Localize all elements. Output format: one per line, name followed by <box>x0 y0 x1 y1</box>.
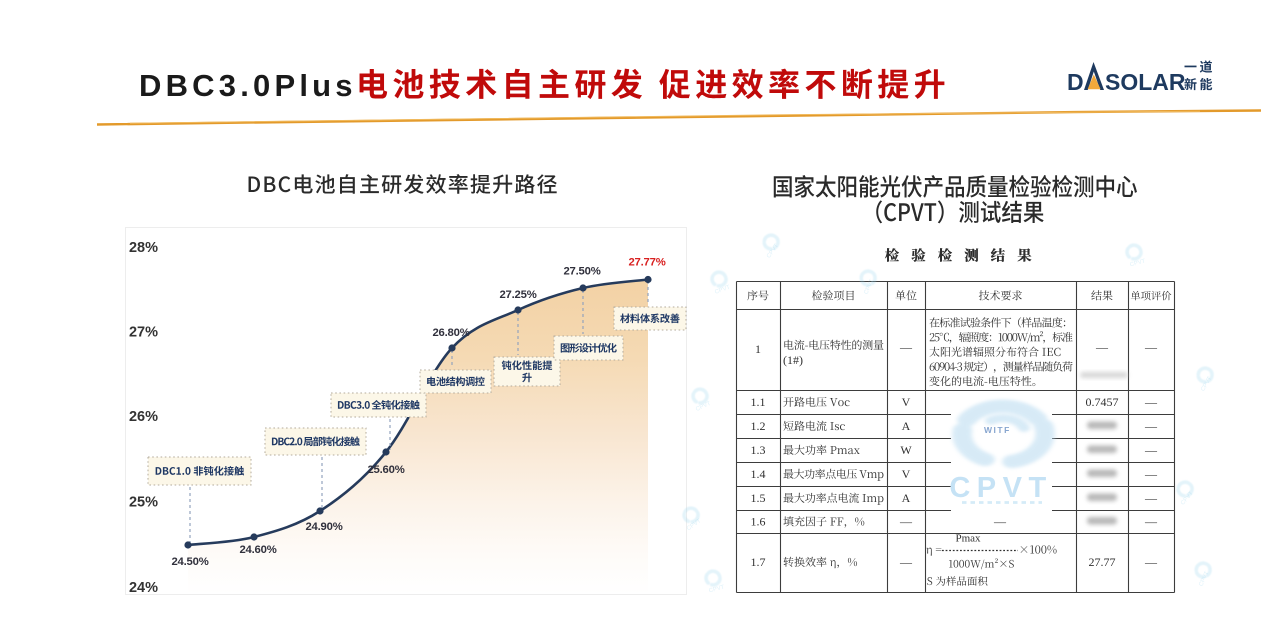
svg-text:SOLAR: SOLAR <box>1105 69 1186 95</box>
svg-text:24%: 24% <box>129 580 158 596</box>
svg-text:—: — <box>1144 555 1158 569</box>
svg-text:—: — <box>1144 467 1158 481</box>
svg-text:V: V <box>902 395 911 409</box>
svg-text:CPVT: CPVT <box>1129 258 1146 268</box>
svg-text:25.60%: 25.60% <box>367 464 404 476</box>
svg-text:1.3: 1.3 <box>751 443 766 457</box>
svg-text:27.77: 27.77 <box>1089 555 1116 569</box>
svg-text:27%: 27% <box>129 325 158 341</box>
svg-text:24.90%: 24.90% <box>305 521 342 533</box>
svg-text:27.50%: 27.50% <box>563 266 600 278</box>
svg-text:D: D <box>1067 69 1084 95</box>
svg-text:0.7457: 0.7457 <box>1086 395 1119 409</box>
svg-text:CPVT: CPVT <box>949 472 1052 504</box>
svg-text:1.4: 1.4 <box>751 467 766 481</box>
svg-text:W: W <box>900 443 912 457</box>
svg-text:26.80%: 26.80% <box>432 327 469 339</box>
svg-text:1.7: 1.7 <box>751 555 766 569</box>
svg-text:WITF: WITF <box>984 425 1011 435</box>
svg-text:V: V <box>902 467 911 481</box>
svg-text:—: — <box>899 555 913 569</box>
svg-text:A: A <box>902 491 911 505</box>
svg-text:DBC3.0Plus: DBC3.0Plus <box>139 68 357 103</box>
svg-text:1.5: 1.5 <box>751 491 766 505</box>
svg-text:1.2: 1.2 <box>751 419 766 433</box>
svg-text:—: — <box>1095 340 1109 354</box>
svg-text:—: — <box>899 340 913 354</box>
svg-text:1: 1 <box>755 342 761 356</box>
svg-text:—: — <box>1144 515 1158 529</box>
svg-text:24.50%: 24.50% <box>171 556 208 568</box>
svg-text:—: — <box>1144 395 1158 409</box>
svg-text:—: — <box>1144 340 1158 354</box>
svg-text:27.77%: 27.77% <box>628 257 665 269</box>
svg-text:28%: 28% <box>129 240 158 256</box>
svg-text:—: — <box>1144 419 1158 433</box>
svg-text:(1#): (1#) <box>783 353 803 367</box>
svg-text:25%: 25% <box>129 495 158 511</box>
svg-text:—: — <box>993 515 1007 529</box>
svg-text:—: — <box>1144 443 1158 457</box>
svg-text:A: A <box>902 419 911 433</box>
svg-text:—: — <box>899 515 913 529</box>
svg-text:CPVT: CPVT <box>714 285 731 296</box>
svg-text:1.6: 1.6 <box>751 515 766 529</box>
svg-text:—: — <box>1144 491 1158 505</box>
svg-text:26%: 26% <box>129 409 158 425</box>
svg-text:CPVT: CPVT <box>708 584 725 594</box>
svg-text:24.60%: 24.60% <box>239 544 276 556</box>
svg-text:1.1: 1.1 <box>751 395 766 409</box>
svg-text:27.25%: 27.25% <box>499 289 536 301</box>
svg-text:Pmax: Pmax <box>955 533 981 545</box>
